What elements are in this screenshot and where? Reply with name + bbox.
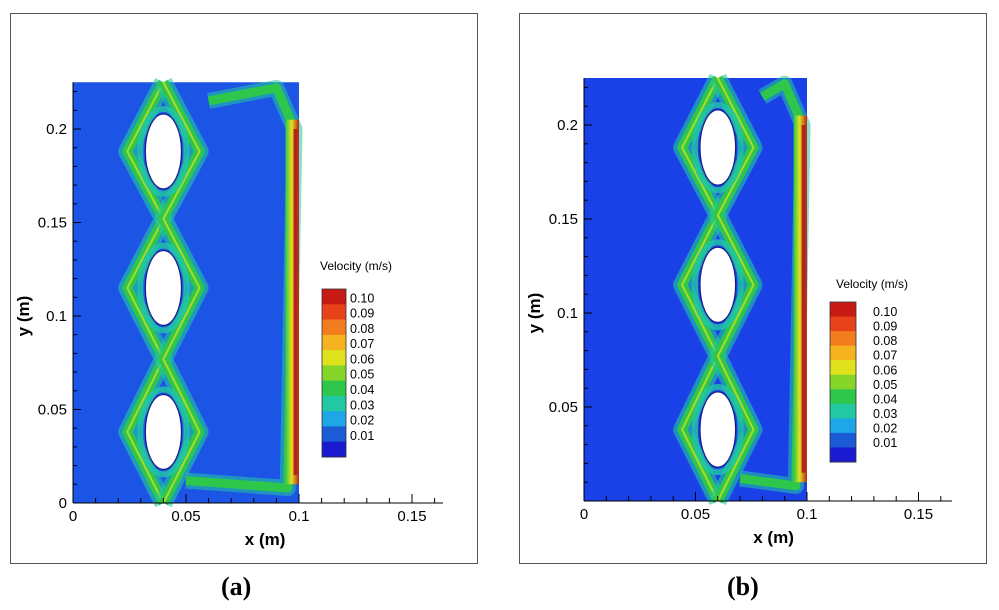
x-tick-label: 0.05 <box>681 506 710 523</box>
colorbar-level-label: 0.08 <box>350 322 374 336</box>
colorbar-swatch <box>322 411 346 427</box>
y-tick-label: 0.15 <box>38 215 67 232</box>
y-tick-label: 0.2 <box>46 121 67 138</box>
y-tick-label: 0.2 <box>557 117 578 134</box>
colorbar-level-label: 0.04 <box>873 392 897 406</box>
y-tick-label: 0.1 <box>46 308 67 325</box>
x-tick-label: 0 <box>580 506 588 523</box>
y-tick-label: 0.15 <box>549 211 578 228</box>
colorbar-level-label: 0.04 <box>350 383 374 397</box>
x-tick-label: 0.1 <box>797 506 818 523</box>
obstacle-halo <box>137 106 190 197</box>
colorbar-swatch <box>830 360 856 376</box>
obstacle-halo <box>691 383 744 476</box>
colorbar-level-label: 0.07 <box>873 349 897 363</box>
colorbar-swatch <box>830 316 856 332</box>
colorbar-level-label: 0.02 <box>873 421 897 435</box>
colorbar-swatch <box>830 374 856 390</box>
obstacle-1 <box>144 113 183 190</box>
colorbar-level-label: 0.10 <box>350 291 374 305</box>
colorbar-swatch <box>830 345 856 361</box>
colorbar-swatch <box>322 365 346 382</box>
x-tick-label: 0.15 <box>904 506 933 523</box>
braided-flow-core <box>681 77 719 502</box>
colorbar-swatch <box>830 403 856 419</box>
colorbar-level-label: 0.07 <box>350 337 374 351</box>
colorbar-level-label: 0.05 <box>350 368 374 382</box>
colorbar-swatch <box>322 426 346 443</box>
colorbar-level-label: 0.05 <box>873 378 897 392</box>
colorbar-frame <box>321 288 347 458</box>
colorbar-swatch <box>830 418 856 434</box>
braided-flow-core <box>162 81 201 504</box>
braided-flow-core <box>126 81 165 504</box>
colorbar-swatch <box>322 441 346 458</box>
colorbar-swatch <box>322 334 346 351</box>
colorbar-swatch <box>322 289 346 305</box>
colorbar-level-label: 0.10 <box>873 305 897 319</box>
y-tick-label: 0.05 <box>38 402 67 419</box>
colorbar-level-label: 0.01 <box>873 436 897 450</box>
obstacle-halo <box>137 386 190 478</box>
y-tick-label: 0.1 <box>557 305 578 322</box>
plot-group-b: 0 0.05 0.1 0.15 0.05 0.1 0.15 0.2 x (m) y (m) Velo… <box>525 73 952 547</box>
colorbar-swatch <box>322 350 346 366</box>
obstacle-3 <box>144 393 183 470</box>
obstacle-3 <box>699 391 737 468</box>
x-tick-label: 0 <box>69 508 77 525</box>
obstacle-2 <box>144 249 183 326</box>
obstacle-1 <box>699 109 737 186</box>
x-tick-label: 0.05 <box>171 508 200 525</box>
x-tick-label: 0.15 <box>397 508 426 525</box>
colorbar-swatch <box>322 380 346 397</box>
y-axis-title: y (m) <box>525 293 544 334</box>
colorbar-level-label: 0.08 <box>873 334 897 348</box>
colorbar-level-label: 0.02 <box>350 414 374 428</box>
colorbar-swatch <box>322 304 346 321</box>
y-tick-label: 0.05 <box>549 399 578 416</box>
colorbar-swatch <box>830 302 856 318</box>
y-axis-title: y (m) <box>14 296 33 337</box>
colorbar-swatch <box>830 432 856 448</box>
colorbar-swatch <box>830 447 856 463</box>
x-axis-title: x (m) <box>753 528 794 547</box>
colorbar-swatch <box>322 395 346 412</box>
colorbar-swatch <box>322 319 346 336</box>
colorbar-level-label: 0.03 <box>350 398 374 412</box>
colorbar-level-label: 0.06 <box>873 363 897 377</box>
plot-group-a: 0 0.05 0.1 0.15 0 0.05 0.1 0.15 0.2 x (m) y (m) Vel… <box>14 78 443 549</box>
colorbar-swatch <box>830 331 856 347</box>
colorbar-swatch <box>830 389 856 405</box>
colorbar-level-label: 0.09 <box>350 307 374 321</box>
caption-b: (b) <box>727 572 759 601</box>
colorbar-level-label: 0.03 <box>873 407 897 421</box>
colorbar-level-label: 0.09 <box>873 320 897 334</box>
x-tick-label: 0.1 <box>289 508 310 525</box>
caption-a: (a) <box>221 572 252 601</box>
braided-flow-core <box>716 77 755 502</box>
colorbar-level-label: 0.06 <box>350 352 374 366</box>
x-axis-title: x (m) <box>245 530 286 549</box>
obstacle-halo <box>137 242 190 334</box>
colorbar-title: Velocity (m/s) <box>320 259 392 273</box>
colorbar-title: Velocity (m/s) <box>836 277 908 291</box>
colorbar-frame <box>829 301 857 463</box>
y-tick-label: 0 <box>59 495 67 512</box>
obstacle-halo <box>691 101 744 194</box>
obstacle-halo <box>691 239 744 331</box>
obstacle-2 <box>699 246 737 323</box>
colorbar-level-label: 0.01 <box>350 429 374 443</box>
